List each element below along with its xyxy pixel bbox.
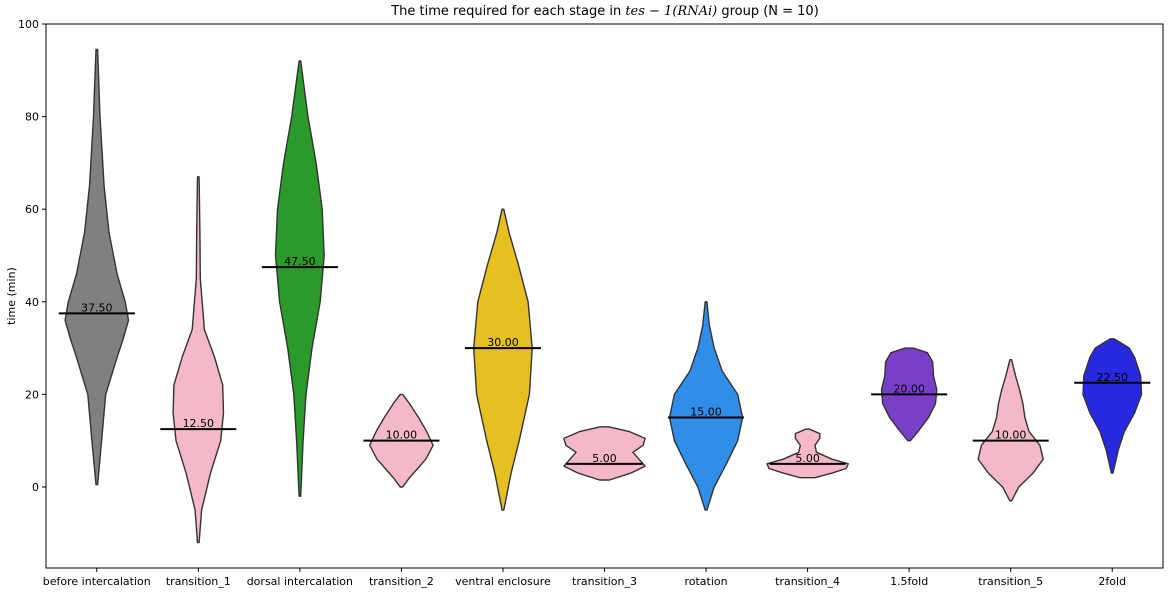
x-tick-label: transition_5 xyxy=(978,575,1043,588)
median-label: 10.00 xyxy=(386,429,418,442)
violin-body xyxy=(172,176,225,544)
median-label: 5.00 xyxy=(795,452,820,465)
x-tick-label: transition_1 xyxy=(166,575,231,588)
median-lines: 37.50 12.50 47.50 10.00 30.00 5.00 15.00 5.00 20… xyxy=(58,255,1151,465)
median-label: 47.50 xyxy=(284,255,316,268)
y-tick-label: 0 xyxy=(32,481,39,494)
x-tick-label: transition_3 xyxy=(572,575,637,588)
y-axis-label: time (min) xyxy=(5,267,18,325)
x-tick-label: dorsal intercalation xyxy=(247,575,353,588)
median-label: 30.00 xyxy=(487,336,519,349)
x-tick-label: 2fold xyxy=(1098,575,1126,588)
y-tick-label: 60 xyxy=(25,203,39,216)
plot-frame xyxy=(45,23,1164,569)
y-axis: 0 20 40 60 80 100 xyxy=(18,18,46,494)
y-tick-label: 100 xyxy=(18,18,39,31)
median-label: 12.50 xyxy=(183,417,215,430)
chart-title-suffix: group (N = 10) xyxy=(717,4,819,19)
violin-body xyxy=(977,359,1044,502)
x-axis: before intercalation transition_1 dorsal i… xyxy=(43,568,1126,588)
x-tick-label: transition_2 xyxy=(369,575,434,588)
x-tick-label: 1.5fold xyxy=(890,575,928,588)
median-label: 20.00 xyxy=(893,382,925,395)
violin-body xyxy=(563,426,646,481)
violins xyxy=(64,48,1143,544)
violin-body xyxy=(473,208,533,511)
chart-title: The time required for each stage in tes … xyxy=(0,4,1170,19)
median-label: 15.00 xyxy=(690,406,722,419)
violin-body xyxy=(766,428,849,479)
violin-body xyxy=(1082,338,1143,474)
x-tick-label: transition_4 xyxy=(775,575,840,588)
median-label: 5.00 xyxy=(592,452,617,465)
y-tick-label: 20 xyxy=(25,388,39,401)
x-tick-label: ventral enclosure xyxy=(455,575,551,588)
median-label: 37.50 xyxy=(81,301,113,314)
y-tick-label: 80 xyxy=(25,111,39,124)
violin-body xyxy=(64,48,130,486)
violin-body xyxy=(274,60,325,497)
violin-body xyxy=(668,301,744,511)
x-tick-label: before intercalation xyxy=(43,575,151,588)
median-label: 10.00 xyxy=(995,429,1027,442)
y-tick-label: 40 xyxy=(25,296,39,309)
chart-title-prefix: The time required for each stage in xyxy=(391,4,626,19)
median-label: 22.50 xyxy=(1096,371,1128,384)
x-tick-label: rotation xyxy=(684,575,727,588)
chart-title-math: tes − 1(RNAi) xyxy=(625,4,718,19)
